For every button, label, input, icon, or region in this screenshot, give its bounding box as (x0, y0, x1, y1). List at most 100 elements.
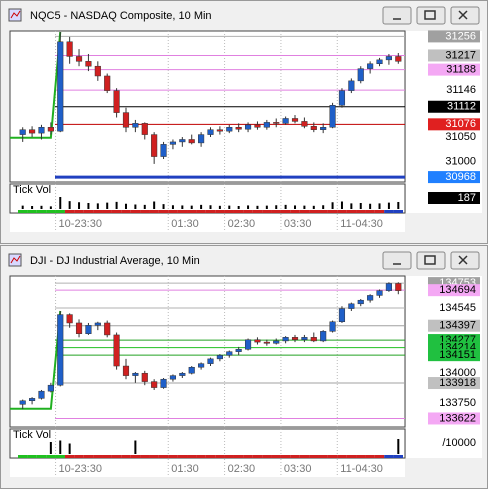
candle-body (348, 80, 355, 91)
volume-strip (215, 455, 225, 458)
price-label: 31217 (445, 49, 476, 61)
candle-body (29, 398, 36, 401)
volume-bar (21, 205, 24, 209)
candle-body (310, 337, 317, 342)
volume-strip (83, 455, 94, 458)
volume-strip (177, 455, 188, 458)
price-label: 31256 (445, 30, 476, 42)
price-label: 31000 (445, 155, 476, 167)
maximize-button-glyph (424, 10, 436, 20)
volume-strip (384, 455, 394, 458)
maximize-button[interactable] (416, 6, 446, 25)
candle-body (282, 337, 289, 342)
candle-body (263, 122, 270, 128)
candle-body (141, 372, 148, 382)
volume-strip (346, 455, 357, 458)
candle-body (226, 351, 233, 356)
candle-body (85, 61, 92, 67)
volume-strip (337, 210, 347, 213)
candle-body (160, 378, 167, 388)
price-label: 31112 (447, 101, 476, 113)
candle-body (198, 134, 205, 144)
close-button[interactable] (450, 6, 480, 25)
price-label: 134000 (439, 367, 476, 379)
candle-body (47, 384, 54, 392)
time-label: 02:30 (228, 463, 256, 475)
maximize-button-glyph (424, 255, 436, 265)
candle-body (216, 355, 223, 360)
time-label: 03:30 (284, 218, 312, 230)
volume-strip (121, 210, 131, 213)
candle-body (329, 321, 336, 332)
maximize-button-bg (416, 6, 446, 25)
volume-strip (271, 210, 281, 213)
volume-strip (280, 455, 291, 458)
volume-bar (49, 442, 52, 454)
volume-bar (265, 205, 268, 209)
candle-body (19, 129, 26, 135)
candle-body (207, 358, 214, 364)
trend-line (10, 31, 62, 139)
candle-body (160, 144, 167, 157)
volume-bar (228, 205, 231, 209)
volume-strip (346, 210, 357, 213)
volume-strip (93, 210, 103, 213)
volume-strip (83, 210, 94, 213)
volume-strip (64, 210, 75, 213)
volume-strip (252, 210, 263, 213)
volume-bar (49, 206, 52, 209)
volume-strip (233, 210, 244, 213)
price-label: 31146 (446, 84, 476, 96)
candle-body (216, 129, 223, 132)
volume-strip (18, 210, 28, 213)
volume-bar (256, 205, 259, 209)
volume-bar (350, 203, 353, 209)
volume-strip (337, 455, 347, 458)
volume-bar (284, 204, 287, 209)
time-label: 01:30 (171, 218, 199, 230)
time-axis (10, 214, 405, 232)
price-label: 31050 (445, 131, 476, 143)
candle-body (179, 139, 186, 143)
volume-strip (299, 210, 310, 213)
candle-body (310, 126, 317, 130)
volume-strip (64, 455, 75, 458)
volume-strip (252, 455, 263, 458)
volume-strip (309, 455, 319, 458)
volume-strip (243, 455, 253, 458)
time-axis (10, 459, 405, 477)
chart-window: DJI - DJ Industrial Average, 10 Min 10-23… (0, 245, 488, 489)
price-label-bg (428, 284, 480, 297)
volume-strip (168, 455, 178, 458)
candle-body (235, 349, 242, 352)
volume-strip (243, 210, 253, 213)
trend-line (10, 310, 62, 410)
volume-strip (140, 210, 150, 213)
minimize-button[interactable] (382, 6, 412, 25)
candle-body (198, 363, 205, 368)
price-label-bg (428, 319, 480, 332)
minimize-button[interactable] (382, 251, 412, 270)
volume-strip (27, 210, 37, 213)
volume-strip (271, 455, 281, 458)
volume-bar (68, 201, 71, 209)
price-label: 134151 (439, 349, 476, 361)
maximize-button[interactable] (416, 251, 446, 270)
close-button-glyph (458, 10, 468, 20)
price-label-bg (428, 63, 480, 76)
volume-bar (397, 439, 400, 454)
close-button[interactable] (450, 251, 480, 270)
price-label: 134397 (439, 320, 476, 332)
price-label-bg (428, 49, 480, 62)
volume-bar (359, 203, 362, 209)
volume-strip (224, 210, 234, 213)
volume-strip (187, 210, 197, 213)
volume-strip (262, 455, 272, 458)
volume-strip (393, 455, 403, 458)
volume-strip (205, 455, 216, 458)
window-icon (8, 8, 22, 22)
candle-body (104, 322, 111, 336)
volume-strip (18, 455, 28, 458)
volume-bar (40, 205, 43, 209)
